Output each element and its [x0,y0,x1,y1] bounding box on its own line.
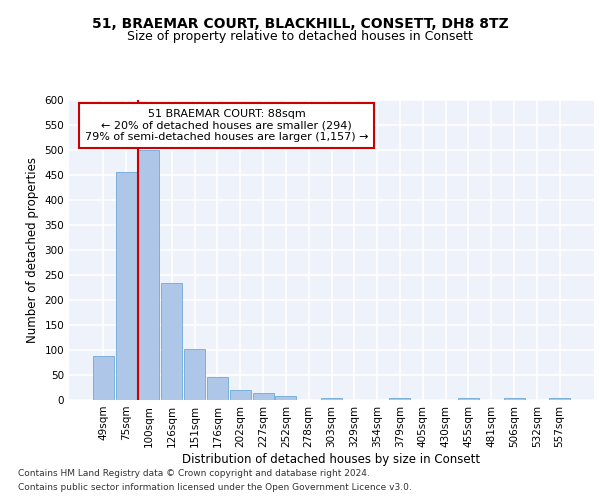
X-axis label: Distribution of detached houses by size in Consett: Distribution of detached houses by size … [182,452,481,466]
Bar [230,390,251,400]
Text: 51, BRAEMAR COURT, BLACKHILL, CONSETT, DH8 8TZ: 51, BRAEMAR COURT, BLACKHILL, CONSETT, D… [92,18,508,32]
Text: 51 BRAEMAR COURT: 88sqm
← 20% of detached houses are smaller (294)
79% of semi-d: 51 BRAEMAR COURT: 88sqm ← 20% of detache… [85,109,368,142]
Text: Size of property relative to detached houses in Consett: Size of property relative to detached ho… [127,30,473,43]
Bar [321,398,342,400]
Bar [549,398,570,400]
Text: Contains HM Land Registry data © Crown copyright and database right 2024.: Contains HM Land Registry data © Crown c… [18,468,370,477]
Bar [389,398,410,400]
Bar [116,172,137,400]
Bar [184,348,205,400]
Bar [458,398,479,400]
Bar [275,396,296,400]
Bar [139,150,160,400]
Bar [503,398,524,400]
Text: Contains public sector information licensed under the Open Government Licence v3: Contains public sector information licen… [18,484,412,492]
Bar [207,376,228,400]
Y-axis label: Number of detached properties: Number of detached properties [26,157,39,343]
Bar [93,356,114,400]
Bar [253,393,274,400]
Bar [161,282,182,400]
